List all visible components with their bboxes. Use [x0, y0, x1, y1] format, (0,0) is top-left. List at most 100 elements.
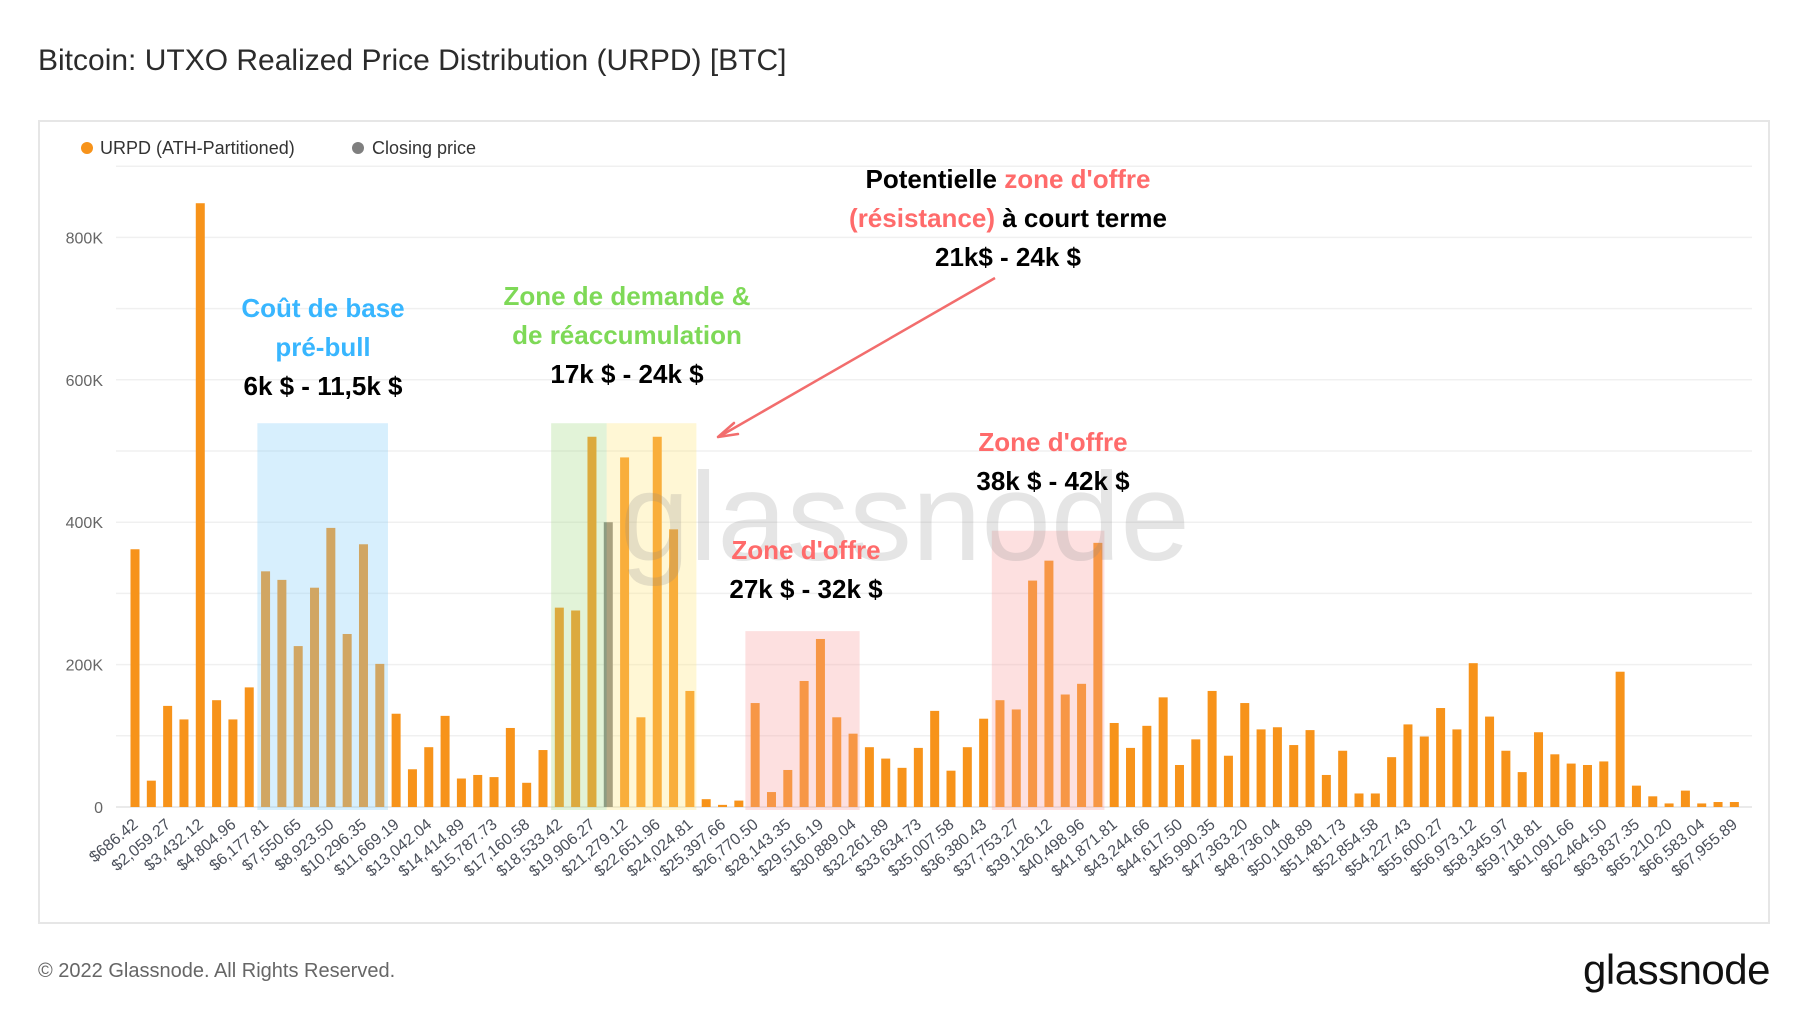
urpd-bar[interactable] [864, 747, 874, 807]
urpd-bar[interactable] [342, 633, 352, 807]
urpd-bar[interactable] [407, 769, 417, 807]
urpd-bar[interactable] [1729, 802, 1739, 807]
urpd-bar[interactable] [1126, 747, 1136, 807]
legend-item-closing-price[interactable]: Closing price [352, 138, 476, 158]
urpd-bar[interactable] [881, 758, 891, 807]
urpd-bar[interactable] [815, 638, 825, 807]
urpd-bar[interactable] [1452, 729, 1462, 807]
urpd-bar[interactable] [358, 544, 368, 807]
urpd-bar[interactable] [766, 792, 776, 807]
urpd-bar[interactable] [1223, 755, 1233, 807]
urpd-bar[interactable] [1077, 683, 1087, 807]
urpd-bar[interactable] [1419, 736, 1429, 807]
urpd-bar[interactable] [669, 529, 679, 807]
urpd-bar[interactable] [897, 767, 907, 807]
urpd-bar[interactable] [146, 780, 156, 807]
urpd-bar[interactable] [1599, 761, 1609, 807]
urpd-bar[interactable] [1615, 671, 1625, 807]
urpd-bar[interactable] [522, 782, 532, 807]
urpd-bar[interactable] [1207, 690, 1217, 807]
urpd-bar[interactable] [195, 203, 205, 807]
urpd-bar[interactable] [1321, 774, 1331, 807]
urpd-bar[interactable] [1305, 730, 1315, 807]
urpd-bar[interactable] [1697, 803, 1707, 807]
urpd-bar[interactable] [1664, 803, 1674, 807]
urpd-bar[interactable] [1354, 793, 1364, 807]
urpd-bar[interactable] [1566, 763, 1576, 807]
urpd-bar[interactable] [489, 777, 499, 807]
urpd-bar[interactable] [685, 690, 695, 807]
urpd-bar[interactable] [212, 700, 222, 807]
urpd-bar[interactable] [1517, 772, 1527, 807]
urpd-bar[interactable] [1158, 697, 1168, 807]
urpd-bar[interactable] [130, 549, 140, 807]
urpd-bar[interactable] [391, 713, 401, 807]
urpd-bar[interactable] [995, 700, 1005, 807]
urpd-bar[interactable] [424, 747, 434, 807]
urpd-bar[interactable] [1550, 754, 1560, 807]
urpd-bar[interactable] [538, 750, 548, 807]
urpd-bar[interactable] [1387, 757, 1397, 807]
urpd-bar[interactable] [1174, 764, 1184, 807]
urpd-bar[interactable] [261, 571, 271, 807]
urpd-bar[interactable] [1011, 709, 1021, 807]
urpd-bar[interactable] [571, 610, 581, 807]
urpd-bar[interactable] [1485, 716, 1495, 807]
urpd-bar[interactable] [1109, 722, 1119, 807]
urpd-bar[interactable] [456, 778, 466, 807]
urpd-bar[interactable] [1142, 725, 1152, 807]
urpd-bar[interactable] [440, 715, 450, 807]
urpd-bar[interactable] [587, 436, 597, 807]
urpd-bar[interactable] [1060, 694, 1070, 807]
urpd-bar[interactable] [799, 680, 809, 807]
urpd-bar[interactable] [179, 719, 189, 807]
urpd-bar[interactable] [1631, 785, 1641, 807]
urpd-bar[interactable] [1191, 739, 1201, 807]
urpd-bar[interactable] [913, 747, 923, 807]
urpd-bar[interactable] [1680, 790, 1690, 807]
urpd-bar[interactable] [1370, 793, 1380, 807]
urpd-bar[interactable] [718, 804, 728, 807]
urpd-bar[interactable] [310, 587, 320, 807]
urpd-bar[interactable] [326, 527, 336, 807]
urpd-bar[interactable] [228, 719, 238, 807]
urpd-bar[interactable] [1093, 542, 1103, 807]
urpd-bar[interactable] [473, 774, 483, 807]
urpd-bar[interactable] [962, 747, 972, 807]
urpd-bar[interactable] [1028, 580, 1038, 807]
urpd-bar[interactable] [979, 718, 989, 807]
urpd-bar[interactable] [505, 727, 515, 807]
urpd-bar[interactable] [620, 457, 630, 807]
urpd-bar[interactable] [375, 663, 385, 807]
urpd-bar[interactable] [1240, 703, 1250, 807]
urpd-bar[interactable] [1534, 732, 1544, 807]
urpd-bar[interactable] [1436, 708, 1446, 807]
urpd-bar[interactable] [554, 607, 564, 807]
urpd-bar[interactable] [1272, 727, 1282, 807]
urpd-bar[interactable] [832, 717, 842, 807]
urpd-bar[interactable] [750, 703, 760, 807]
urpd-bar[interactable] [848, 733, 858, 807]
urpd-bar[interactable] [734, 800, 744, 807]
urpd-bar[interactable] [1338, 750, 1348, 807]
urpd-bar[interactable] [244, 687, 254, 807]
urpd-bar[interactable] [1713, 802, 1723, 807]
urpd-bar[interactable] [277, 579, 287, 807]
legend-item-urpd[interactable]: URPD (ATH-Partitioned) [81, 138, 295, 158]
closing-price-bar[interactable] [603, 522, 613, 807]
urpd-bar[interactable] [930, 710, 940, 807]
urpd-bar[interactable] [1289, 745, 1299, 807]
urpd-bar[interactable] [1501, 750, 1511, 807]
urpd-bar[interactable] [636, 717, 646, 807]
urpd-bar[interactable] [163, 705, 173, 807]
urpd-bar[interactable] [1582, 764, 1592, 807]
urpd-bar[interactable] [701, 799, 711, 807]
urpd-bar[interactable] [1044, 560, 1054, 807]
urpd-bar[interactable] [1648, 796, 1658, 807]
urpd-bar[interactable] [652, 436, 662, 807]
urpd-bar[interactable] [946, 770, 956, 807]
urpd-bar[interactable] [293, 646, 303, 807]
urpd-bar[interactable] [1403, 724, 1413, 807]
urpd-bar[interactable] [1468, 663, 1478, 807]
urpd-bar[interactable] [783, 769, 793, 807]
